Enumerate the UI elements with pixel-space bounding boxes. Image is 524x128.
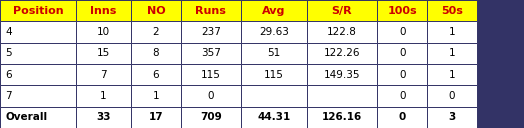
Text: Overall: Overall xyxy=(5,112,47,122)
Text: 50s: 50s xyxy=(441,6,463,16)
Bar xyxy=(76,21,131,43)
Bar xyxy=(181,64,241,85)
Bar xyxy=(181,0,241,21)
Text: 237: 237 xyxy=(201,27,221,37)
Text: 29.63: 29.63 xyxy=(259,27,289,37)
Text: S/R: S/R xyxy=(332,6,352,16)
Text: 10: 10 xyxy=(97,27,110,37)
Bar xyxy=(0,64,76,85)
Text: 8: 8 xyxy=(152,48,159,58)
Text: 17: 17 xyxy=(149,112,163,122)
Text: 1: 1 xyxy=(449,27,455,37)
Bar xyxy=(0,107,76,128)
Text: 126.16: 126.16 xyxy=(322,112,362,122)
Bar xyxy=(241,64,307,85)
Bar xyxy=(241,85,307,107)
Bar xyxy=(181,107,241,128)
Text: NO: NO xyxy=(147,6,165,16)
Bar xyxy=(377,43,427,64)
Text: 1: 1 xyxy=(152,91,159,101)
Text: 7: 7 xyxy=(100,70,107,80)
Bar xyxy=(307,21,377,43)
Bar xyxy=(241,107,307,128)
Bar xyxy=(181,21,241,43)
Bar xyxy=(0,0,76,21)
Bar xyxy=(307,43,377,64)
Text: 357: 357 xyxy=(201,48,221,58)
Bar xyxy=(76,107,131,128)
Text: 0: 0 xyxy=(449,91,455,101)
Bar xyxy=(131,0,181,21)
Bar xyxy=(427,0,477,21)
Bar xyxy=(0,43,76,64)
Text: 51: 51 xyxy=(267,48,280,58)
Bar xyxy=(241,43,307,64)
Text: 15: 15 xyxy=(97,48,110,58)
Bar xyxy=(131,107,181,128)
Text: 0: 0 xyxy=(399,112,406,122)
Bar xyxy=(131,64,181,85)
Text: 149.35: 149.35 xyxy=(324,70,360,80)
Bar xyxy=(131,21,181,43)
Text: 0: 0 xyxy=(208,91,214,101)
Bar xyxy=(76,0,131,21)
Text: 33: 33 xyxy=(96,112,111,122)
Bar xyxy=(307,0,377,21)
Bar xyxy=(377,107,427,128)
Text: 122.8: 122.8 xyxy=(327,27,357,37)
Bar xyxy=(307,85,377,107)
Bar xyxy=(181,43,241,64)
Bar xyxy=(241,21,307,43)
Text: 6: 6 xyxy=(152,70,159,80)
Text: 0: 0 xyxy=(399,48,406,58)
Bar xyxy=(241,0,307,21)
Bar xyxy=(131,85,181,107)
Bar xyxy=(427,64,477,85)
Bar xyxy=(427,85,477,107)
Text: 44.31: 44.31 xyxy=(257,112,290,122)
Text: 122.26: 122.26 xyxy=(324,48,360,58)
Text: 0: 0 xyxy=(399,27,406,37)
Bar xyxy=(377,64,427,85)
Bar xyxy=(307,107,377,128)
Text: 115: 115 xyxy=(264,70,283,80)
Bar xyxy=(0,21,76,43)
Bar xyxy=(377,85,427,107)
Text: 1: 1 xyxy=(449,48,455,58)
Bar xyxy=(307,64,377,85)
Bar xyxy=(427,21,477,43)
Bar xyxy=(377,21,427,43)
Bar xyxy=(181,85,241,107)
Text: 1: 1 xyxy=(100,91,107,101)
Text: Inns: Inns xyxy=(90,6,117,16)
Bar xyxy=(131,43,181,64)
Bar xyxy=(76,43,131,64)
Text: 1: 1 xyxy=(449,70,455,80)
Text: Runs: Runs xyxy=(195,6,226,16)
Bar xyxy=(427,107,477,128)
Bar xyxy=(76,85,131,107)
Text: Avg: Avg xyxy=(262,6,286,16)
Text: Position: Position xyxy=(13,6,63,16)
Text: 6: 6 xyxy=(5,70,12,80)
Text: 4: 4 xyxy=(5,27,12,37)
Bar xyxy=(0,85,76,107)
Text: 5: 5 xyxy=(5,48,12,58)
Bar xyxy=(76,64,131,85)
Bar xyxy=(377,0,427,21)
Text: 3: 3 xyxy=(449,112,455,122)
Text: 0: 0 xyxy=(399,70,406,80)
Text: 2: 2 xyxy=(152,27,159,37)
Text: 100s: 100s xyxy=(387,6,417,16)
Text: 0: 0 xyxy=(399,91,406,101)
Bar xyxy=(427,43,477,64)
Text: 115: 115 xyxy=(201,70,221,80)
Text: 7: 7 xyxy=(5,91,12,101)
Text: 709: 709 xyxy=(200,112,222,122)
